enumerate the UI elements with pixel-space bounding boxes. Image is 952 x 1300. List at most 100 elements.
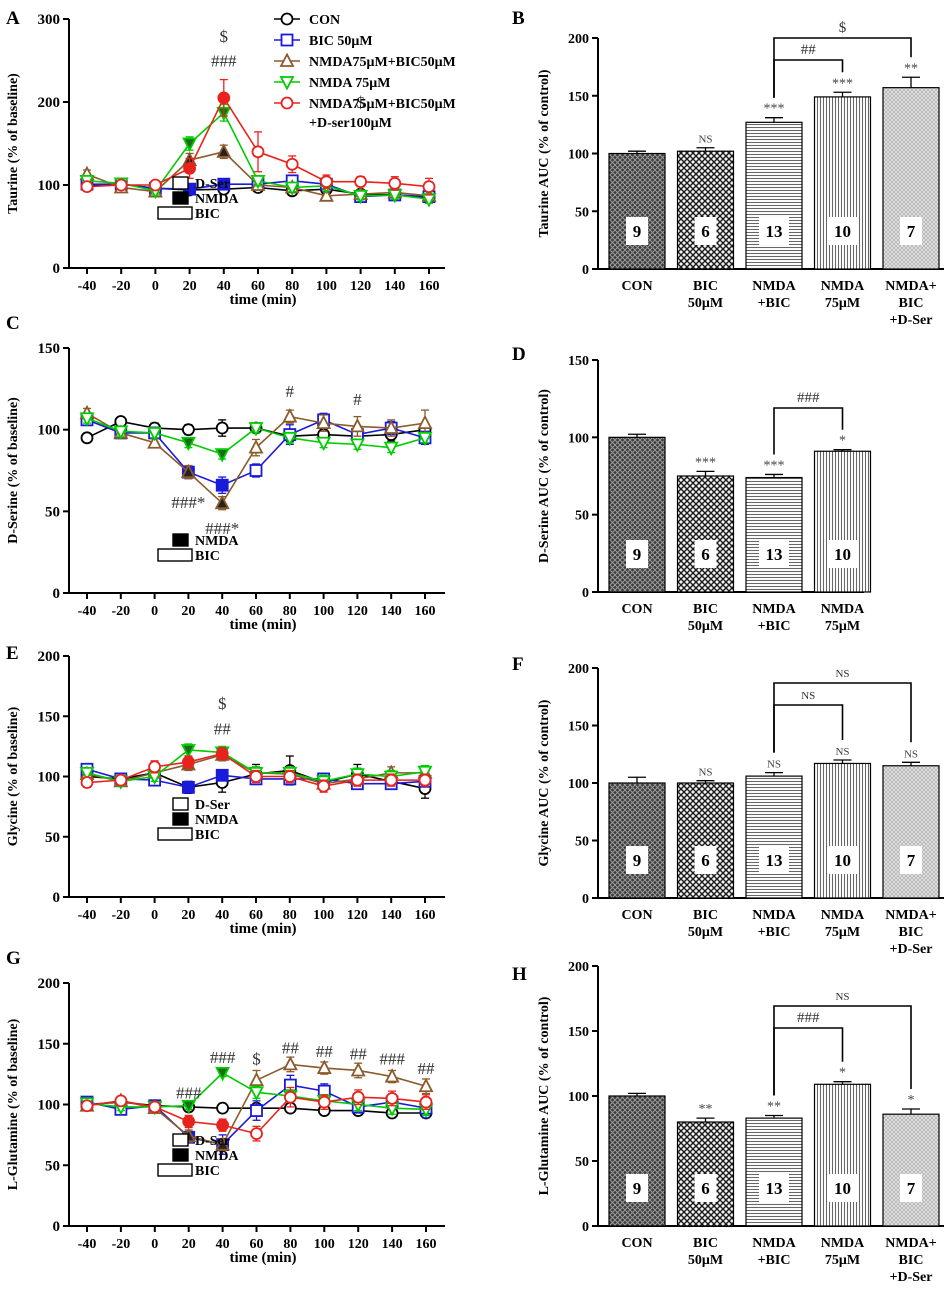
y-tick-label: 150 bbox=[568, 1025, 589, 1040]
y-tick-label: 300 bbox=[38, 12, 61, 28]
data-point bbox=[350, 773, 364, 787]
data-point bbox=[183, 161, 197, 175]
category-label: 75μM bbox=[825, 296, 860, 311]
y-axis-title: L-Glutamine (% of baseline) bbox=[6, 1018, 21, 1190]
data-point bbox=[317, 1095, 331, 1109]
data-point bbox=[80, 431, 94, 445]
n-label: 10 bbox=[834, 851, 851, 870]
treatment-swatch-nmda bbox=[172, 191, 189, 205]
data-point bbox=[316, 414, 332, 430]
bracket-label: NS bbox=[835, 991, 849, 1003]
data-point bbox=[182, 137, 198, 152]
data-point bbox=[319, 175, 333, 189]
n-label: 6 bbox=[701, 1179, 710, 1198]
n-label: 7 bbox=[907, 851, 916, 870]
data-point bbox=[248, 422, 264, 437]
n-box bbox=[900, 1174, 922, 1202]
n-box bbox=[827, 846, 858, 874]
annotation: $ bbox=[220, 27, 229, 46]
bracket-label: ### bbox=[797, 390, 820, 406]
x-tick-label: -40 bbox=[78, 908, 97, 923]
x-tick-label: 140 bbox=[381, 908, 402, 923]
data-point bbox=[215, 1136, 231, 1151]
data-point bbox=[384, 773, 398, 787]
bracket-label: ### bbox=[797, 1010, 820, 1026]
data-point bbox=[182, 1115, 196, 1128]
treatment-swatch-bic bbox=[157, 1163, 193, 1177]
category-label: +D-Ser bbox=[890, 942, 933, 957]
y-axis-title: D-Serine (% of baseline) bbox=[6, 397, 21, 544]
x-axis-title: time (min) bbox=[229, 617, 296, 633]
x-tick-label: 120 bbox=[347, 604, 368, 619]
y-tick-label: 50 bbox=[45, 1158, 60, 1174]
n-label: 9 bbox=[633, 1179, 642, 1198]
data-point bbox=[383, 419, 399, 434]
panel-label-b: B bbox=[512, 8, 525, 29]
significance-mark: NS bbox=[698, 134, 712, 146]
data-point bbox=[279, 52, 295, 67]
x-tick-label: 60 bbox=[250, 1237, 264, 1252]
x-tick-label: 120 bbox=[350, 279, 371, 294]
panel-label-d: D bbox=[512, 344, 526, 365]
data-point bbox=[114, 773, 128, 787]
n-box bbox=[759, 846, 789, 874]
bracket-label: $ bbox=[839, 20, 847, 36]
bar-panel-f: 0501001502009CON6NSBIC50μM13NSNMDA+BIC10… bbox=[568, 662, 944, 957]
data-point bbox=[180, 463, 196, 479]
y-axis-title: Glycine (% of baseline) bbox=[6, 706, 21, 846]
x-tick-label: 0 bbox=[151, 908, 158, 923]
category-label: NMDA+ bbox=[885, 1236, 937, 1251]
data-point bbox=[251, 145, 265, 159]
line-panel-a: 0 100 200 300 -40 -20 0 20 40 60 80 100 120 140 160 tim… bbox=[38, 12, 445, 308]
annotation: ### bbox=[379, 1049, 405, 1068]
n-box bbox=[900, 846, 922, 874]
x-tick-label: 80 bbox=[283, 1237, 297, 1252]
comparison-bracket bbox=[773, 407, 844, 455]
category-label: CON bbox=[621, 1236, 652, 1251]
y-tick-label: 100 bbox=[38, 178, 61, 194]
category-label: CON bbox=[621, 602, 652, 617]
bar-panel-d: 0 50 100 150 9 CON 6 *** BIC 50μM 13 *** NMDA +BIC 10 *… bbox=[568, 354, 872, 634]
data-point bbox=[249, 1086, 264, 1101]
annotation: ## bbox=[350, 1045, 368, 1064]
category-label: +BIC bbox=[758, 296, 791, 311]
data-point bbox=[417, 431, 433, 447]
panel-label-a: A bbox=[6, 8, 20, 29]
data-point bbox=[385, 1092, 399, 1105]
y-tick-label: 50 bbox=[575, 835, 589, 850]
data-point bbox=[349, 417, 365, 433]
treatment-swatch-bic bbox=[157, 206, 193, 220]
category-label: CON bbox=[621, 279, 652, 294]
significance-mark: *** bbox=[764, 458, 785, 473]
annotation: ## bbox=[418, 1059, 436, 1078]
bar bbox=[608, 436, 666, 593]
bar bbox=[882, 1113, 940, 1227]
x-tick-label: -40 bbox=[78, 279, 97, 294]
x-tick-label: 20 bbox=[181, 604, 195, 619]
data-point bbox=[316, 1059, 332, 1074]
data-point bbox=[283, 770, 297, 783]
n-label: 10 bbox=[834, 1179, 851, 1198]
category-label: NMDA bbox=[752, 279, 796, 294]
category-label: NMDA+ bbox=[885, 279, 937, 294]
category-label: +BIC bbox=[758, 925, 791, 940]
legend-label: NMDA 75μM bbox=[309, 76, 390, 91]
panel-label-g: G bbox=[6, 948, 21, 969]
x-tick-label: 100 bbox=[313, 908, 334, 923]
y-tick-label: 150 bbox=[38, 1037, 61, 1053]
data-point bbox=[215, 1067, 231, 1082]
bar bbox=[608, 782, 666, 899]
data-point bbox=[418, 773, 432, 787]
data-point bbox=[284, 181, 300, 196]
x-tick-label: 140 bbox=[381, 604, 402, 619]
category-label: 50μM bbox=[688, 296, 723, 311]
data-point bbox=[350, 1062, 366, 1077]
data-point bbox=[248, 439, 264, 454]
x-tick-label: 20 bbox=[183, 279, 197, 294]
y-tick-label: 150 bbox=[38, 341, 61, 357]
significance-mark: *** bbox=[832, 76, 853, 91]
